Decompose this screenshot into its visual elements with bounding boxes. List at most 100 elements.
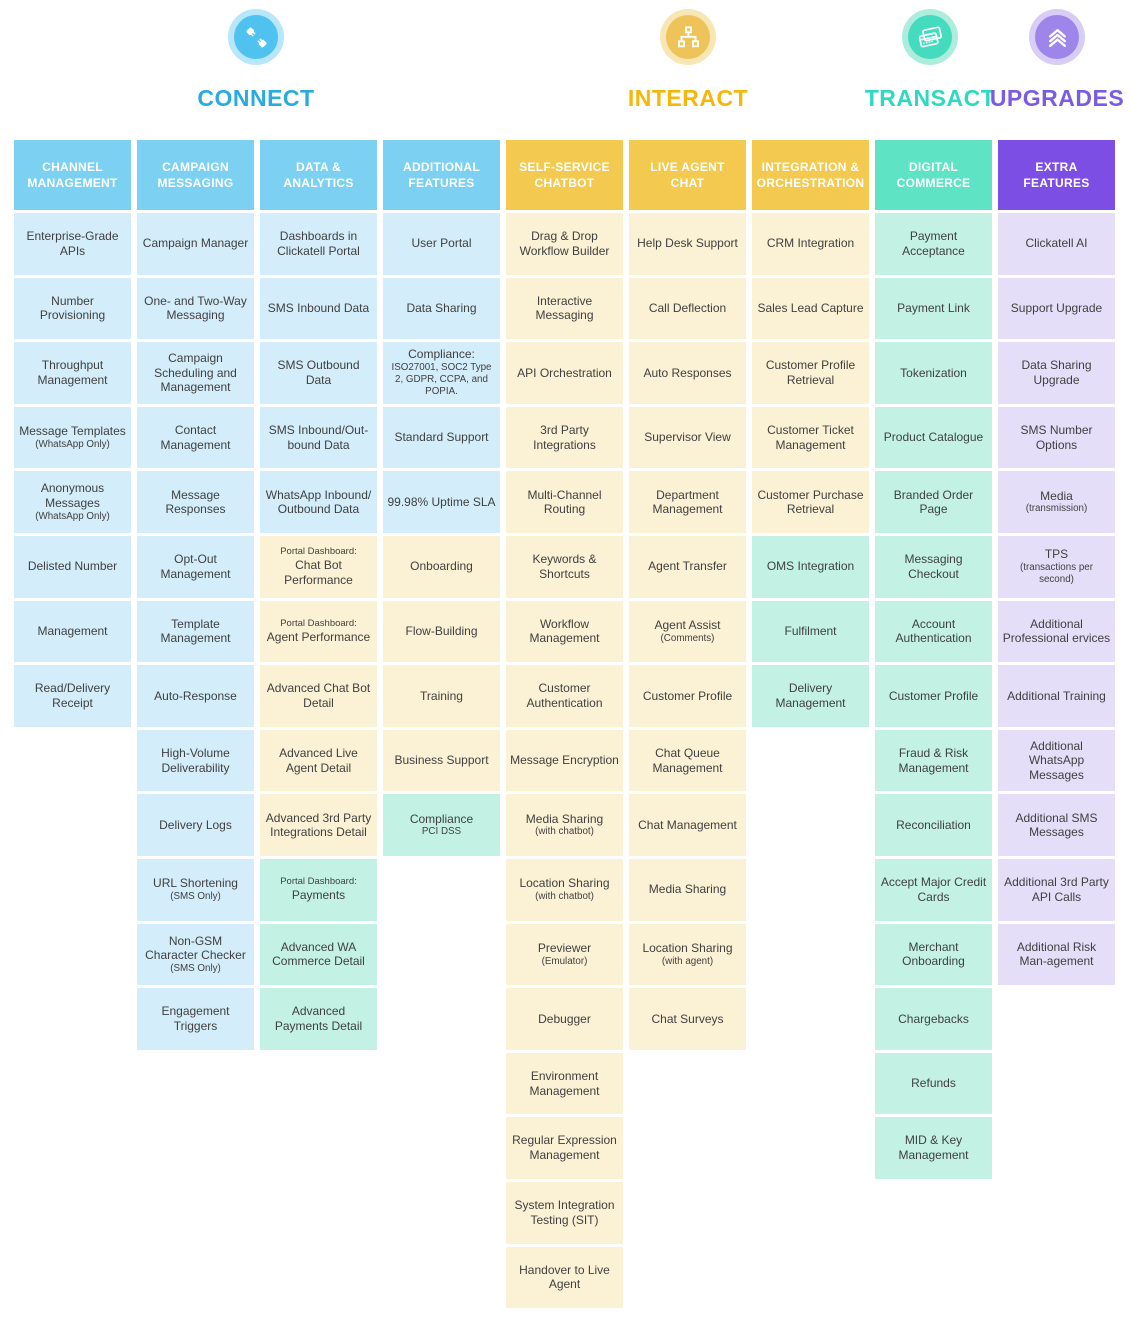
feature-cell-label: Opt-Out Management — [160, 552, 231, 581]
feature-cell: Chat Queue Management — [629, 729, 746, 792]
feature-cell-label: Standard Support — [394, 430, 489, 445]
feature-cell-label: Additional Risk Man-agement — [1016, 939, 1097, 969]
feature-cell-label: Training — [420, 688, 463, 703]
feature-cell: Advanced Chat Bot Detail — [260, 665, 377, 727]
feature-cell: WhatsApp Inbound/ Outbound Data — [260, 471, 377, 533]
feature-cell-sub: (with agent) — [661, 955, 714, 967]
feature-cell-label: Workflow Management — [529, 616, 600, 646]
feature-cell: Message Encryption — [506, 729, 623, 792]
feature-cell-label: Message Encryption — [510, 753, 619, 768]
feature-cell-label: Template Management — [160, 616, 231, 646]
feature-cell: Fulfilment — [752, 600, 869, 663]
feature-cell-label: Refunds — [911, 1076, 956, 1091]
feature-cell: Customer Profile Retrieval — [752, 342, 869, 404]
column-header: SELF-SERVICE CHATBOT — [506, 140, 623, 210]
feature-cell-label: Advanced WA Commerce Detail — [272, 939, 365, 969]
feature-cell-label: Handover to Live Agent — [519, 1262, 610, 1292]
feature-cell: Drag & Drop Workflow Builder — [506, 213, 623, 275]
feature-cell: System Integration Testing (SIT) — [506, 1181, 623, 1244]
feature-cell-label: Compliance: — [408, 347, 475, 362]
feature-cell-label: Data Sharing Upgrade — [1021, 358, 1092, 387]
feature-cell: Delisted Number — [14, 535, 131, 598]
column-self-service-chatbot: SELF-SERVICE CHATBOT Drag & Drop Workflow… — [506, 140, 623, 1311]
feature-cell-label: Campaign Scheduling and Management — [154, 351, 237, 395]
feature-cell-label: Business Support — [394, 753, 489, 768]
feature-cell: Location Sharing (with chatbot) — [506, 858, 623, 921]
feature-cell-label: Call Deflection — [648, 301, 727, 316]
feature-cell: Message Templates (WhatsApp Only) — [14, 406, 131, 469]
feature-cell: Message Responses — [137, 471, 254, 533]
feature-cell-label: Compliance — [409, 811, 474, 826]
feature-cell: Number Provisioning — [14, 277, 131, 340]
feature-cell: Customer Profile — [875, 665, 992, 727]
feature-cell: User Portal — [383, 213, 500, 275]
feature-cell: Data Sharing — [383, 277, 500, 340]
feature-cell: OMS Integration — [752, 535, 869, 598]
feature-cell: URL Shortening (SMS Only) — [137, 858, 254, 921]
feature-cell: Debugger — [506, 988, 623, 1050]
column-digital-commerce: DIGITAL COMMERCE Payment Acceptance Paymen… — [875, 140, 992, 1311]
feature-cell-label: Campaign Manager — [142, 236, 249, 251]
feature-cell-label: Agent Assist — [654, 617, 721, 632]
feature-cell: Delivery Logs — [137, 794, 254, 856]
feature-cell-label: Customer Purchase Retrieval — [757, 487, 864, 517]
feature-cell: Onboarding — [383, 535, 500, 598]
column-campaign-messaging: CAMPAIGN MESSAGING Campaign Manager One- a… — [137, 140, 254, 1311]
feature-cell-sub: (transmission) — [1025, 503, 1088, 515]
group-interact: INTERACT — [613, 9, 763, 112]
feature-cell-label: SMS Number Options — [1020, 422, 1093, 452]
feature-cell-label: 3rd Party Integrations — [533, 422, 596, 452]
feature-cell: 3rd Party Integrations — [506, 406, 623, 469]
feature-cell-label: MID & Key Management — [898, 1133, 969, 1163]
feature-cell-label: High-Volume Deliverability — [161, 745, 230, 775]
feature-cell: Read/Delivery Receipt — [14, 665, 131, 727]
feature-cell-label: Engagement Triggers — [161, 1004, 230, 1033]
feature-cell-sub: (SMS Only) — [170, 890, 221, 902]
feature-cell-label: System Integration Testing (SIT) — [514, 1198, 615, 1227]
feature-cell-label: Dashboards in Clickatell Portal — [277, 229, 360, 258]
feature-cell-label: Agent Performance — [266, 629, 371, 644]
feature-cell-label: Interactive Messaging — [535, 293, 594, 323]
group-title-interact: INTERACT — [627, 85, 749, 111]
feature-cell-label: User Portal — [411, 236, 472, 251]
feature-cell: Multi-Channel Routing — [506, 471, 623, 533]
feature-cell: 99.98% Uptime SLA — [383, 471, 500, 533]
group-connect: CONNECT — [181, 9, 331, 112]
feature-cell-label: Department Management — [652, 487, 723, 517]
feature-cell: Additional WhatsApp Messages — [998, 729, 1115, 792]
feature-cell-label: Auto Responses — [643, 365, 732, 380]
feature-cell-label: Help Desk Support — [637, 236, 738, 251]
feature-cell: Engagement Triggers — [137, 988, 254, 1050]
feature-cell: Help Desk Support — [629, 213, 746, 275]
feature-cell-label: Chat Queue Management — [652, 745, 723, 775]
column-header: DATA & ANALYTICS — [260, 140, 377, 210]
feature-cell-label: API Orchestration — [517, 365, 612, 380]
feature-cell: Sales Lead Capture — [752, 277, 869, 340]
feature-cell-label: OMS Integration — [766, 559, 855, 574]
feature-cell-label: Management — [37, 624, 108, 639]
feature-cell-label: Message Templates — [19, 424, 126, 439]
feature-cell-label: Contact Management — [160, 422, 231, 452]
feature-cell-label: Clickatell AI — [1025, 236, 1088, 251]
feature-cell-label: Merchant Onboarding — [902, 939, 965, 969]
feature-cell: Chat Surveys — [629, 988, 746, 1050]
feature-cell-label: Number Provisioning — [39, 293, 106, 323]
feature-cell-label: Agent Transfer — [648, 559, 727, 574]
group-title-transact: TRANSACT — [864, 85, 996, 111]
feature-cell: Customer Ticket Management — [752, 406, 869, 469]
feature-cell-label: Media Sharing — [525, 811, 604, 826]
feature-cell-label: Media Sharing — [648, 882, 727, 897]
feature-cell: Campaign Manager — [137, 213, 254, 275]
feature-cell-label: Delisted Number — [27, 559, 118, 574]
feature-cell-label: Additional 3rd Party API Calls — [1004, 875, 1109, 904]
feature-cell: Anonymous Messages (WhatsApp Only) — [14, 471, 131, 533]
feature-cell-label: TPS — [1044, 547, 1069, 562]
feature-cell: Template Management — [137, 600, 254, 663]
feature-cell: Refunds — [875, 1052, 992, 1115]
feature-cell-label: Accept Major Credit Cards — [880, 875, 987, 904]
feature-cell: Clickatell AI — [998, 213, 1115, 275]
feature-cell: Additional 3rd Party API Calls — [998, 858, 1115, 921]
feature-cell: Dashboards in Clickatell Portal — [260, 213, 377, 275]
column-header: EXTRA FEATURES — [998, 140, 1115, 210]
feature-cell-label: Message Responses — [165, 487, 226, 517]
